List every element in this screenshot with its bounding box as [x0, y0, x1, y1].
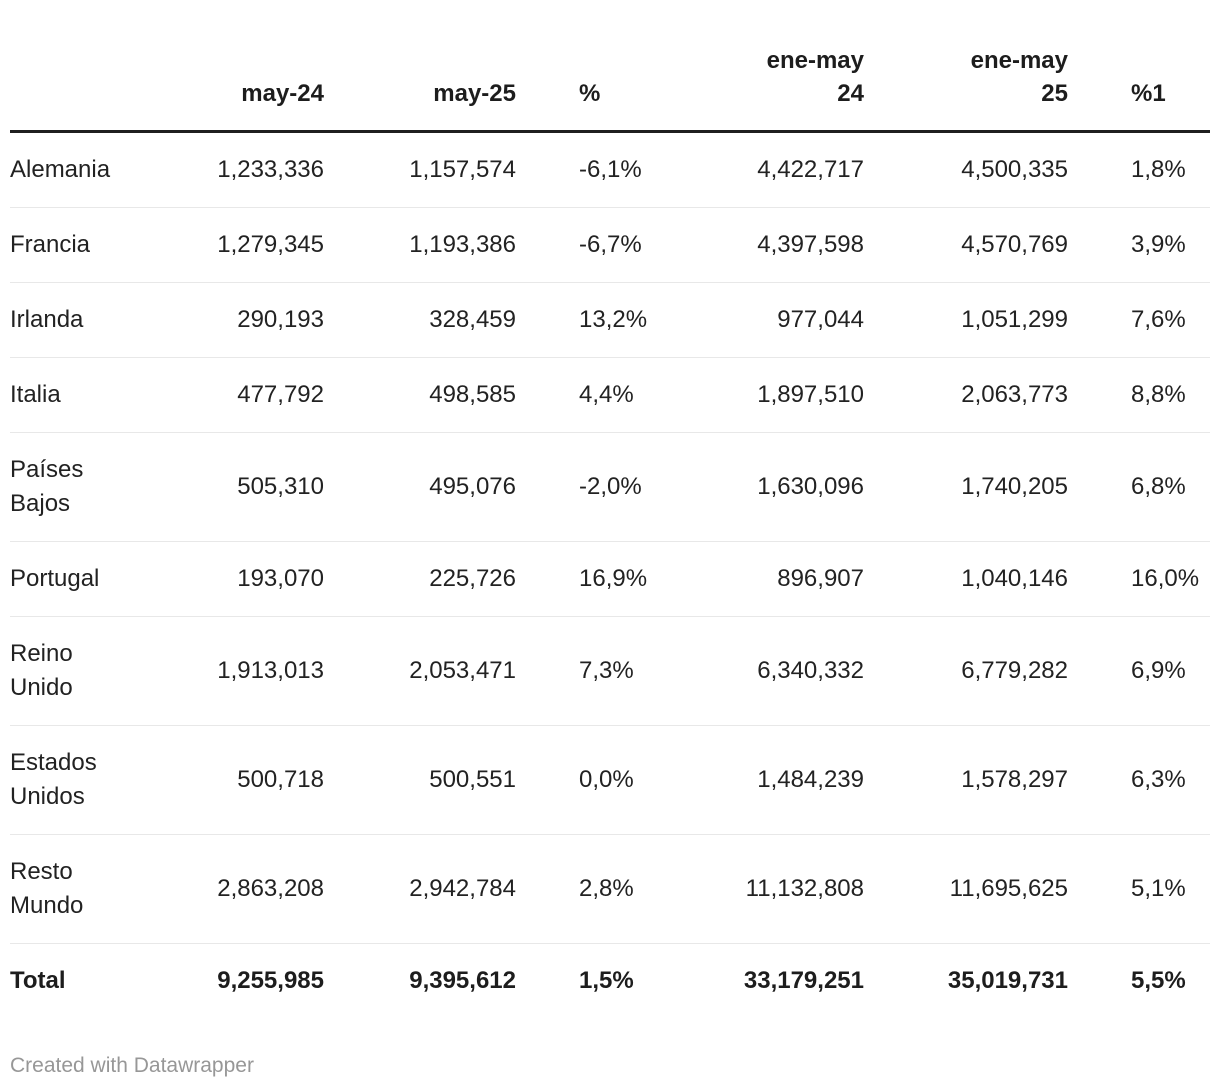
cell-ene-may-25: 6,779,282	[961, 657, 1068, 684]
table-header: may-24 may-25 % ene-may 24 ene-may 25 %1	[10, 0, 1210, 133]
cell-may-25: 328,459	[429, 306, 516, 333]
cell-pct-ytd: 7,6%	[1131, 306, 1186, 333]
cell-pct-monthly: 1,5%	[579, 967, 634, 994]
cell-pct-monthly: 13,2%	[579, 306, 648, 333]
table-row: Países Bajos 505,310 495,076 -2,0% 1,630…	[10, 432, 1210, 542]
cell-may-25: 1,193,386	[409, 231, 516, 258]
cell-pct-ytd: 5,1%	[1131, 875, 1186, 902]
cell-country: Irlanda	[10, 306, 84, 333]
cell-country: Alemania	[10, 156, 111, 183]
cell-pct-ytd: 8,8%	[1131, 381, 1186, 408]
cell-pct-ytd: 6,3%	[1131, 766, 1186, 793]
cell-ene-may-24: 1,630,096	[757, 473, 864, 500]
data-table: may-24 may-25 % ene-may 24 ene-may 25 %1 A…	[10, 0, 1210, 1018]
cell-country: Países Bajos	[10, 456, 84, 517]
cell-may-24: 2,863,208	[217, 875, 324, 902]
cell-pct-ytd: 5,5%	[1131, 967, 1186, 994]
header-row: may-24 may-25 % ene-may 24 ene-may 25 %1	[10, 0, 1210, 133]
cell-may-24: 1,279,345	[217, 231, 324, 258]
col-header-ene-may-24: ene-may 24	[670, 0, 874, 133]
cell-country: Total	[10, 967, 66, 994]
cell-ene-may-25: 1,578,297	[961, 766, 1068, 793]
cell-may-24: 290,193	[237, 306, 324, 333]
table-row: Portugal 193,070 225,726 16,9% 896,907 1…	[10, 541, 1210, 617]
table-row-total: Total 9,255,985 9,395,612 1,5% 33,179,25…	[10, 943, 1210, 1019]
cell-may-25: 500,551	[429, 766, 516, 793]
cell-pct-monthly: 0,0%	[579, 766, 634, 793]
cell-pct-monthly: -6,1%	[579, 156, 642, 183]
cell-may-24: 477,792	[237, 381, 324, 408]
cell-may-24: 505,310	[237, 473, 324, 500]
cell-pct-ytd: 3,9%	[1131, 231, 1186, 258]
cell-may-25: 9,395,612	[409, 967, 516, 994]
cell-ene-may-24: 33,179,251	[743, 967, 864, 994]
table-body: Alemania 1,233,336 1,157,574 -6,1% 4,422…	[10, 132, 1210, 1019]
cell-pct-ytd: 16,0%	[1131, 565, 1200, 592]
cell-ene-may-25: 1,040,146	[961, 565, 1068, 592]
cell-pct-monthly: -6,7%	[579, 231, 642, 258]
table-row: Irlanda 290,193 328,459 13,2% 977,044 1,…	[10, 282, 1210, 358]
cell-ene-may-24: 6,340,332	[757, 657, 864, 684]
cell-ene-may-24: 1,897,510	[757, 381, 864, 408]
cell-ene-may-25: 35,019,731	[947, 967, 1068, 994]
footer: Created with Datawrapper	[10, 1054, 1210, 1092]
datawrapper-credit-link[interactable]: Created with Datawrapper	[10, 1054, 254, 1077]
cell-may-24: 193,070	[237, 565, 324, 592]
cell-ene-may-25: 2,063,773	[961, 381, 1068, 408]
cell-ene-may-25: 1,051,299	[961, 306, 1068, 333]
table-row: Italia 477,792 498,585 4,4% 1,897,510 2,…	[10, 357, 1210, 433]
cell-may-24: 9,255,985	[217, 967, 324, 994]
cell-pct-monthly: 16,9%	[579, 565, 648, 592]
cell-country: Francia	[10, 231, 91, 258]
cell-ene-may-25: 4,570,769	[961, 231, 1068, 258]
cell-ene-may-24: 896,907	[777, 565, 864, 592]
cell-may-25: 2,053,471	[409, 657, 516, 684]
col-header-ene-may-25: ene-may 25	[874, 0, 1078, 133]
cell-country: Portugal	[10, 565, 100, 592]
cell-may-24: 1,913,013	[217, 657, 324, 684]
cell-may-25: 225,726	[429, 565, 516, 592]
cell-country: Italia	[10, 381, 61, 408]
cell-country: Reino Unido	[10, 640, 73, 701]
cell-country: Estados Unidos	[10, 749, 97, 810]
table-row: Estados Unidos 500,718 500,551 0,0% 1,48…	[10, 725, 1210, 835]
cell-ene-may-25: 11,695,625	[949, 875, 1068, 902]
table-row: Francia 1,279,345 1,193,386 -6,7% 4,397,…	[10, 207, 1210, 283]
cell-may-24: 500,718	[237, 766, 324, 793]
col-header-pct-ytd: %1	[1078, 0, 1210, 133]
cell-pct-monthly: 7,3%	[579, 657, 634, 684]
cell-ene-may-25: 1,740,205	[961, 473, 1068, 500]
cell-may-25: 1,157,574	[409, 156, 516, 183]
cell-pct-ytd: 6,8%	[1131, 473, 1186, 500]
table-row: Alemania 1,233,336 1,157,574 -6,1% 4,422…	[10, 132, 1210, 208]
col-header-pct-monthly: %	[526, 0, 670, 133]
cell-may-25: 495,076	[429, 473, 516, 500]
col-header-may-24: may-24	[190, 0, 334, 133]
col-header-country	[10, 0, 190, 133]
cell-pct-monthly: 4,4%	[579, 381, 634, 408]
cell-ene-may-24: 1,484,239	[757, 766, 864, 793]
cell-may-24: 1,233,336	[217, 156, 324, 183]
table-row: Reino Unido 1,913,013 2,053,471 7,3% 6,3…	[10, 616, 1210, 726]
cell-pct-monthly: -2,0%	[579, 473, 642, 500]
cell-may-25: 498,585	[429, 381, 516, 408]
cell-ene-may-24: 4,397,598	[757, 231, 864, 258]
col-header-may-25: may-25	[334, 0, 526, 133]
cell-pct-monthly: 2,8%	[579, 875, 634, 902]
cell-ene-may-24: 4,422,717	[757, 156, 864, 183]
cell-pct-ytd: 6,9%	[1131, 657, 1186, 684]
cell-ene-may-24: 11,132,808	[745, 875, 864, 902]
table-row: Resto Mundo 2,863,208 2,942,784 2,8% 11,…	[10, 834, 1210, 944]
cell-country: Resto Mundo	[10, 858, 84, 919]
cell-ene-may-25: 4,500,335	[961, 156, 1068, 183]
cell-may-25: 2,942,784	[409, 875, 516, 902]
cell-pct-ytd: 1,8%	[1131, 156, 1186, 183]
cell-ene-may-24: 977,044	[777, 306, 864, 333]
